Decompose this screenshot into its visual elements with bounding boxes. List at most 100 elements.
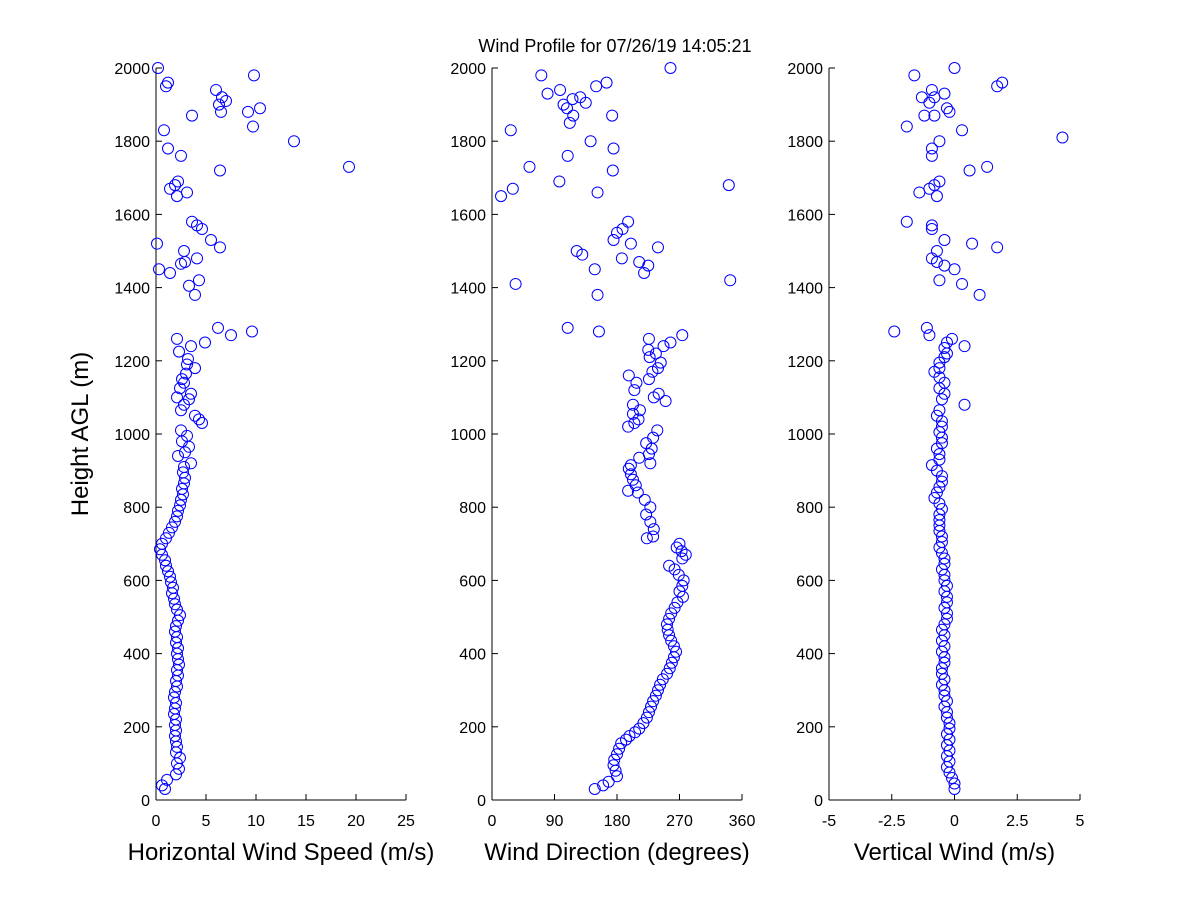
data-point [171, 190, 183, 203]
data-point [168, 691, 180, 704]
data-point [918, 109, 931, 122]
data-point [657, 340, 670, 353]
data-point [169, 515, 181, 528]
data-point [622, 484, 635, 497]
data-point [647, 431, 660, 444]
x-axis-label: Horizontal Wind Speed (m/s) [128, 839, 435, 866]
data-point [933, 274, 946, 287]
data-point [913, 186, 926, 199]
data-point [940, 579, 953, 592]
x-axis-label: Wind Direction (degrees) [484, 839, 749, 866]
data-point [647, 523, 660, 536]
data-point [183, 393, 195, 406]
y-tick-label: 1800 [114, 134, 150, 151]
data-point [186, 109, 198, 122]
data-point [973, 288, 986, 301]
data-point [948, 263, 961, 276]
data-point [925, 149, 938, 162]
x-tick-label: -2.5 [878, 813, 906, 830]
data-point [676, 579, 689, 592]
data-point [193, 413, 205, 426]
data-point [172, 449, 184, 462]
y-tick-label: 600 [459, 573, 486, 590]
data-point [182, 352, 194, 365]
data-point [553, 175, 566, 188]
data-point [215, 105, 227, 118]
y-tick-label: 1600 [787, 207, 823, 224]
data-point [162, 76, 174, 89]
data-point [920, 321, 933, 334]
data-point [254, 102, 266, 115]
x-tick-label: 5 [1076, 813, 1085, 830]
data-point [567, 109, 580, 122]
data-point [925, 223, 938, 236]
data-point [220, 94, 232, 107]
data-point [659, 395, 672, 408]
panel-horizontal-wind-speed: 0 5 10 15 20 25 0 200 400 600 800 1000 1200 1400 1600 1… [67, 61, 434, 866]
y-tick-label: 600 [123, 573, 150, 590]
data-point [159, 783, 171, 796]
data-point [638, 493, 651, 506]
data-point [183, 279, 195, 292]
data-point [185, 457, 197, 470]
data-point [991, 241, 1004, 254]
data-point [645, 700, 658, 713]
data-point [607, 234, 620, 247]
data-point [958, 398, 971, 411]
data-point [935, 667, 948, 680]
y-tick-label: 200 [459, 720, 486, 737]
data-point [958, 340, 971, 353]
x-tick-label: 10 [247, 813, 265, 830]
y-tick-label: 200 [796, 720, 823, 737]
data-point [638, 266, 651, 279]
y-tick-label: 800 [796, 500, 823, 517]
y-tick-label: 400 [459, 647, 486, 664]
data-point [670, 645, 683, 658]
data-point [162, 565, 174, 578]
data-point [1056, 131, 1069, 144]
data-point [925, 83, 938, 96]
data-point [938, 557, 951, 570]
data-point [642, 448, 655, 461]
data-point [591, 186, 604, 199]
data-point [186, 215, 198, 228]
data-point [622, 215, 635, 228]
y-tick-label: 1200 [450, 354, 486, 371]
data-point [663, 612, 676, 625]
y-tick-label: 1400 [114, 281, 150, 298]
y-tick-label: 200 [123, 720, 150, 737]
y-tick-label: 1200 [114, 354, 150, 371]
data-point [651, 684, 664, 697]
data-point [647, 530, 660, 543]
data-point [935, 535, 948, 548]
data-point [158, 124, 170, 137]
data-point [928, 492, 941, 505]
data-point [679, 548, 692, 561]
data-point [248, 69, 260, 82]
data-point [189, 288, 201, 301]
data-point [665, 634, 678, 647]
data-point [164, 570, 176, 583]
data-point [676, 329, 689, 342]
data-point [664, 336, 677, 349]
data-point [152, 62, 164, 74]
data-point [938, 656, 951, 669]
data-point [163, 526, 175, 539]
x-tick-label: 2.5 [1006, 813, 1028, 830]
data-point [626, 473, 639, 486]
data-point [943, 722, 956, 735]
data-point [225, 329, 237, 342]
data-point [185, 387, 197, 400]
data-point [185, 340, 197, 353]
data-point [935, 437, 948, 450]
y-tick-label: 600 [796, 573, 823, 590]
data-point [210, 83, 222, 96]
x-tick-label: 360 [729, 813, 756, 830]
data-point [642, 706, 655, 719]
y-tick-label: 2000 [114, 61, 150, 78]
data-point [570, 245, 583, 257]
data-point [541, 87, 554, 100]
data-point [247, 120, 259, 133]
data-point [928, 109, 941, 122]
data-point [561, 102, 573, 115]
